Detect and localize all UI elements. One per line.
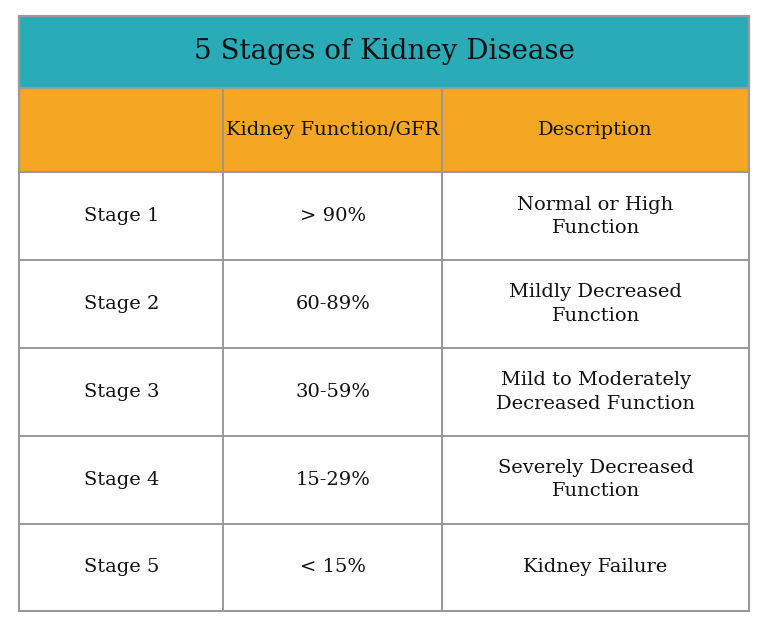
Bar xyxy=(19,172,223,260)
Bar xyxy=(442,524,749,611)
Text: Kidney Failure: Kidney Failure xyxy=(524,559,667,576)
Bar xyxy=(19,524,223,611)
Bar xyxy=(442,260,749,348)
Bar xyxy=(442,348,749,436)
Bar xyxy=(223,172,442,260)
Bar xyxy=(19,348,223,436)
Text: 5 Stages of Kidney Disease: 5 Stages of Kidney Disease xyxy=(194,38,574,65)
Bar xyxy=(19,348,223,436)
Bar xyxy=(442,260,749,348)
Bar xyxy=(442,172,749,260)
Bar xyxy=(223,524,442,611)
Bar xyxy=(442,524,749,611)
Bar xyxy=(19,88,223,172)
Text: 15-29%: 15-29% xyxy=(296,471,370,488)
Bar xyxy=(442,348,749,436)
Text: 60-89%: 60-89% xyxy=(296,295,370,313)
Bar xyxy=(223,88,442,172)
Text: 30-59%: 30-59% xyxy=(296,383,370,401)
Bar xyxy=(442,436,749,524)
Bar xyxy=(223,260,442,348)
Text: Description: Description xyxy=(538,121,653,139)
Bar xyxy=(223,348,442,436)
Bar xyxy=(19,172,223,260)
Text: Normal or High
Function: Normal or High Function xyxy=(518,196,674,237)
Bar xyxy=(223,436,442,524)
Bar xyxy=(223,436,442,524)
Bar xyxy=(19,88,223,172)
Text: Stage 1: Stage 1 xyxy=(84,208,159,225)
Bar xyxy=(223,172,442,260)
Bar xyxy=(223,524,442,611)
Text: Kidney Function/GFR: Kidney Function/GFR xyxy=(227,121,439,139)
Bar xyxy=(223,260,442,348)
Bar xyxy=(19,260,223,348)
Text: Stage 3: Stage 3 xyxy=(84,383,159,401)
Bar xyxy=(442,172,749,260)
Bar xyxy=(19,16,749,88)
Bar xyxy=(223,88,442,172)
Text: Mildly Decreased
Function: Mildly Decreased Function xyxy=(509,283,682,325)
Bar xyxy=(442,436,749,524)
Text: Severely Decreased
Function: Severely Decreased Function xyxy=(498,459,694,500)
Bar xyxy=(223,348,442,436)
Text: Stage 2: Stage 2 xyxy=(84,295,159,313)
Text: Stage 4: Stage 4 xyxy=(84,471,159,488)
Bar xyxy=(442,88,749,172)
Bar xyxy=(442,88,749,172)
Text: > 90%: > 90% xyxy=(300,208,366,225)
Text: < 15%: < 15% xyxy=(300,559,366,576)
Text: Mild to Moderately
Decreased Function: Mild to Moderately Decreased Function xyxy=(496,371,695,413)
Bar xyxy=(19,436,223,524)
Bar xyxy=(19,524,223,611)
Text: Stage 5: Stage 5 xyxy=(84,559,159,576)
Bar xyxy=(19,260,223,348)
Bar xyxy=(19,16,749,88)
Bar xyxy=(19,436,223,524)
